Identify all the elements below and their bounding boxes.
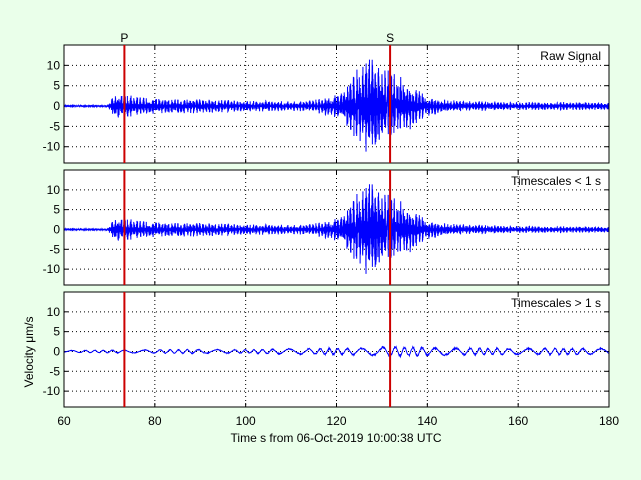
- series-line: [64, 184, 609, 274]
- x-tick-label: 80: [148, 414, 162, 428]
- y-tick-label: 0: [53, 344, 60, 358]
- x-tick-labels: 60 80 100 120 140 160 180: [57, 414, 619, 428]
- y-tick-label: -10: [43, 140, 61, 154]
- y-tick-label: 5: [53, 325, 60, 339]
- panel-label: Timescales < 1 s: [511, 174, 601, 188]
- panel-2: -10 -5 0 5 10 Timescales < 1 s: [43, 169, 610, 286]
- y-tick-label: -10: [43, 384, 61, 398]
- pick-label: S: [386, 31, 394, 45]
- y-tick-label: 5: [53, 203, 60, 217]
- x-tick-label: 60: [57, 414, 71, 428]
- panel-frame: [63, 44, 610, 164]
- y-tick-label: 10: [47, 58, 61, 72]
- x-tick-label: 160: [508, 414, 528, 428]
- panel-3: -10 -5 0 5 10 Timescales > 1 s: [43, 291, 610, 408]
- series-line: [64, 59, 609, 152]
- y-tick-label: -5: [49, 242, 60, 256]
- pick-label: P: [120, 31, 128, 45]
- x-tick-label: 180: [599, 414, 619, 428]
- x-tick-label: 120: [326, 414, 346, 428]
- panel-label: Timescales > 1 s: [511, 296, 601, 310]
- y-axis-label: Velocity μm/s: [22, 317, 36, 388]
- panel-frame: [63, 291, 610, 408]
- y-tick-label: 0: [53, 99, 60, 113]
- series-line: [64, 345, 609, 359]
- y-tick-label: 0: [53, 222, 60, 236]
- x-tick-label: 140: [417, 414, 437, 428]
- y-tick-label: -5: [49, 364, 60, 378]
- panel-label: Raw Signal: [540, 49, 601, 63]
- panel-frame: [63, 169, 610, 286]
- y-tick-label: -10: [43, 262, 61, 276]
- y-tick-label: 5: [53, 79, 60, 93]
- panels-layer: -10 -5 0 5 10 Raw Signal -10 -5 0 5 10 Timescales <…: [43, 44, 610, 408]
- y-tick-label: 10: [47, 183, 61, 197]
- x-tick-label: 100: [236, 414, 256, 428]
- y-tick-label: 10: [47, 305, 61, 319]
- y-tick-label: -5: [49, 119, 60, 133]
- x-axis-label: Time s from 06-Oct-2019 10:00:38 UTC: [231, 431, 442, 445]
- panel-1: -10 -5 0 5 10 Raw Signal: [43, 44, 610, 164]
